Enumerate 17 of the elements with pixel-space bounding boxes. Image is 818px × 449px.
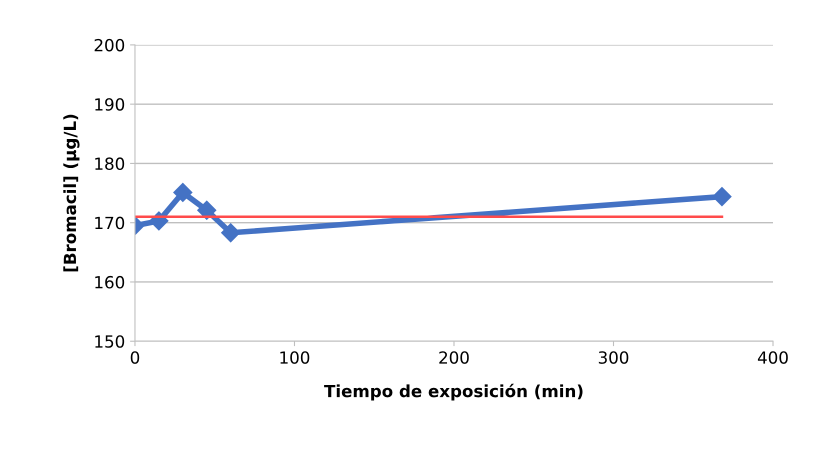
x-tick-label: 100	[280, 351, 310, 364]
point	[221, 223, 240, 242]
x-tick-label: 200	[439, 351, 469, 364]
point	[173, 182, 192, 202]
y-tick-label: 200	[94, 38, 124, 52]
y-tick-label: 160	[95, 276, 124, 289]
point	[197, 200, 216, 220]
y-tick-label: 190	[95, 98, 124, 111]
x-tick-label: 300	[598, 351, 628, 364]
y-tick-label: 150	[95, 335, 124, 348]
y-axis-title: [Bromacil] (µg/L)	[63, 114, 80, 272]
x-tick-label: 0	[130, 351, 140, 364]
point	[712, 187, 732, 206]
y-tick-label: 180	[95, 157, 124, 170]
y-tick-label: 170	[95, 216, 124, 230]
x-tick-label: 400	[758, 351, 788, 364]
x-axis-title: Tiempo de exposición (min)	[324, 384, 583, 401]
